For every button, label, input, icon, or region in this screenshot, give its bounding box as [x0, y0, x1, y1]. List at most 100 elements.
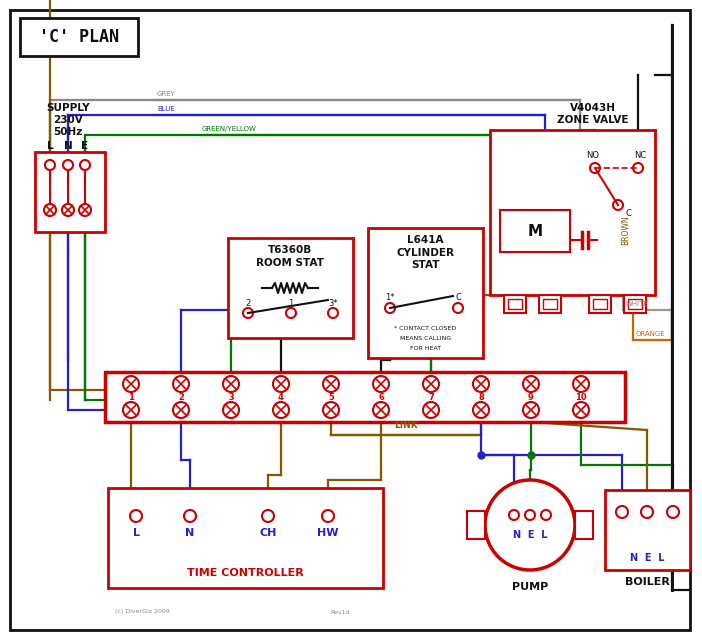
- Text: 1: 1: [128, 392, 134, 401]
- Text: N: N: [64, 141, 72, 151]
- Text: Rev1d: Rev1d: [330, 610, 350, 615]
- Circle shape: [123, 402, 139, 418]
- Text: GREY: GREY: [157, 91, 176, 97]
- Text: 4: 4: [278, 392, 284, 401]
- Circle shape: [616, 506, 628, 518]
- Text: N: N: [185, 528, 194, 538]
- Text: NC: NC: [634, 151, 646, 160]
- Bar: [105, 372, 625, 422]
- Circle shape: [453, 303, 463, 313]
- Text: (c) DiverGiz 2009: (c) DiverGiz 2009: [115, 610, 170, 615]
- Circle shape: [286, 308, 296, 318]
- Circle shape: [385, 303, 395, 313]
- Text: 2: 2: [178, 392, 184, 401]
- Bar: [575, 511, 593, 539]
- Circle shape: [473, 402, 489, 418]
- Text: C: C: [455, 294, 461, 303]
- Text: 5: 5: [328, 392, 334, 401]
- Circle shape: [423, 376, 439, 392]
- Text: 'C' PLAN: 'C' PLAN: [39, 28, 119, 46]
- Circle shape: [223, 402, 239, 418]
- Circle shape: [273, 402, 289, 418]
- Text: BOILER: BOILER: [625, 577, 670, 587]
- Bar: [108, 488, 383, 588]
- Circle shape: [322, 510, 334, 522]
- Text: 9: 9: [528, 392, 534, 401]
- Text: PUMP: PUMP: [512, 582, 548, 592]
- Circle shape: [613, 200, 623, 210]
- Circle shape: [273, 376, 289, 392]
- Text: 1: 1: [289, 299, 293, 308]
- Bar: [589, 295, 611, 313]
- Circle shape: [641, 506, 653, 518]
- Bar: [539, 295, 561, 313]
- Bar: [593, 299, 607, 309]
- Text: N  E  L: N E L: [630, 553, 665, 563]
- Circle shape: [423, 402, 439, 418]
- Text: BLUE: BLUE: [157, 106, 175, 112]
- Text: 230V: 230V: [53, 115, 83, 125]
- Circle shape: [573, 402, 589, 418]
- Circle shape: [523, 402, 539, 418]
- Circle shape: [243, 308, 253, 318]
- Circle shape: [63, 160, 73, 170]
- Text: T6360B: T6360B: [268, 245, 312, 255]
- Bar: [543, 299, 557, 309]
- Bar: [605, 490, 690, 570]
- Text: 3: 3: [228, 392, 234, 401]
- Text: E: E: [81, 141, 88, 151]
- Text: 50Hz: 50Hz: [53, 127, 83, 137]
- Bar: [228, 238, 353, 338]
- Circle shape: [667, 506, 679, 518]
- Text: N  E  L: N E L: [512, 530, 548, 540]
- Text: L: L: [47, 141, 53, 151]
- Circle shape: [79, 204, 91, 216]
- Bar: [628, 299, 642, 309]
- Circle shape: [262, 510, 274, 522]
- Circle shape: [184, 510, 196, 522]
- Text: L: L: [133, 528, 140, 538]
- Circle shape: [45, 160, 55, 170]
- Bar: [624, 295, 646, 313]
- Circle shape: [173, 402, 189, 418]
- Text: HW: HW: [317, 528, 339, 538]
- Text: 1*: 1*: [385, 294, 395, 303]
- Circle shape: [130, 510, 142, 522]
- Circle shape: [223, 376, 239, 392]
- Bar: [467, 511, 485, 539]
- Circle shape: [633, 163, 643, 173]
- Text: NO: NO: [586, 151, 600, 160]
- Text: MEANS CALLING: MEANS CALLING: [400, 335, 451, 340]
- Text: M: M: [527, 224, 543, 238]
- Text: ORANGE: ORANGE: [636, 331, 665, 337]
- Text: LINK: LINK: [394, 421, 418, 430]
- Text: WHITE: WHITE: [626, 301, 649, 307]
- Text: GREEN/YELLOW: GREEN/YELLOW: [202, 126, 257, 132]
- Circle shape: [373, 402, 389, 418]
- Circle shape: [473, 376, 489, 392]
- Circle shape: [173, 376, 189, 392]
- Circle shape: [541, 510, 551, 520]
- Bar: [500, 210, 570, 252]
- Circle shape: [44, 204, 56, 216]
- Circle shape: [323, 376, 339, 392]
- Text: FOR HEAT: FOR HEAT: [410, 345, 441, 351]
- Circle shape: [80, 160, 90, 170]
- Text: C: C: [625, 208, 631, 217]
- Text: L641A: L641A: [407, 235, 444, 245]
- Circle shape: [373, 376, 389, 392]
- Bar: [20, 18, 138, 56]
- Text: ROOM STAT: ROOM STAT: [256, 258, 324, 268]
- Text: 3*: 3*: [329, 299, 338, 308]
- Text: STAT: STAT: [411, 260, 439, 270]
- Text: 10: 10: [575, 392, 587, 401]
- Bar: [35, 152, 105, 232]
- Bar: [504, 295, 526, 313]
- Text: 2: 2: [246, 299, 251, 308]
- Bar: [490, 130, 655, 295]
- Text: CH: CH: [259, 528, 277, 538]
- Text: SUPPLY: SUPPLY: [46, 103, 90, 113]
- Text: ZONE VALVE: ZONE VALVE: [557, 115, 628, 125]
- Circle shape: [590, 163, 600, 173]
- Text: * CONTACT CLOSED: * CONTACT CLOSED: [395, 326, 456, 331]
